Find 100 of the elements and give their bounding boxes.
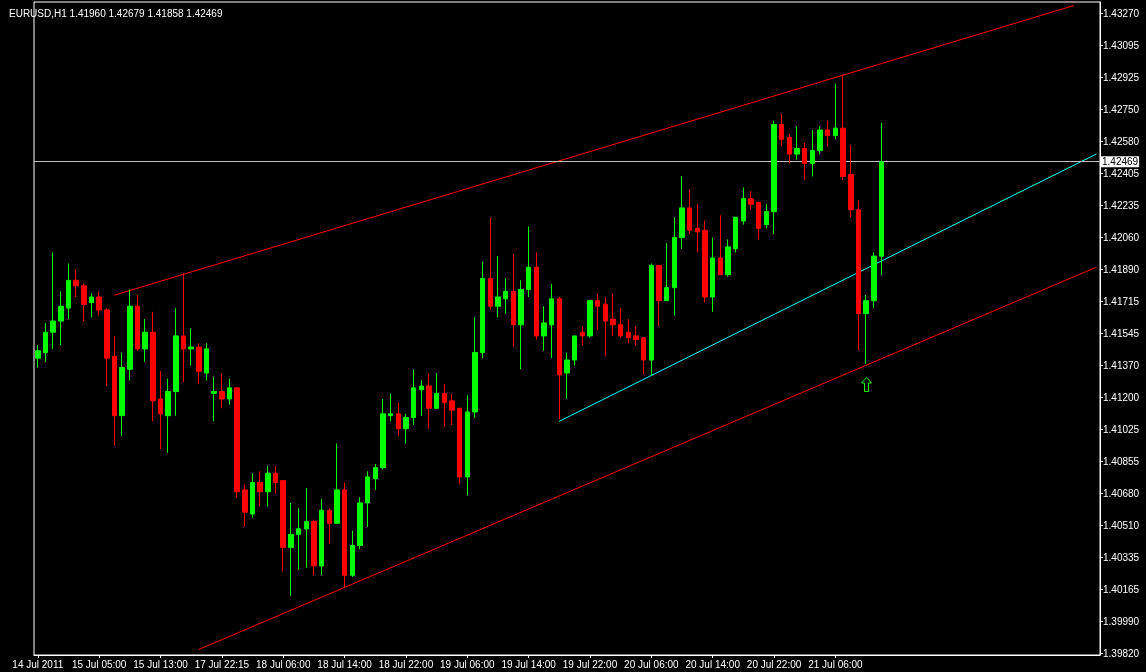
candlestick bbox=[280, 480, 286, 573]
candlestick bbox=[250, 472, 255, 519]
candlestick bbox=[833, 83, 838, 140]
candlestick bbox=[718, 214, 723, 276]
y-tick-label: 1.40680 bbox=[1103, 488, 1140, 500]
candlestick bbox=[150, 311, 156, 422]
y-tick-label: 1.42060 bbox=[1103, 232, 1140, 244]
candlestick bbox=[572, 335, 577, 367]
y-tick-label: 1.41025 bbox=[1103, 424, 1140, 436]
candlestick bbox=[73, 268, 79, 298]
candlestick bbox=[142, 318, 148, 363]
x-tick-label: 18 Jul 06:00 bbox=[255, 658, 311, 670]
candlestick bbox=[188, 328, 194, 367]
y-tick-label: 1.39820 bbox=[1103, 647, 1140, 659]
candlestick bbox=[741, 187, 746, 226]
candlestick bbox=[488, 216, 493, 311]
x-tick-label: 15 Jul 05:00 bbox=[71, 658, 127, 670]
candlestick bbox=[871, 251, 877, 309]
x-tick-label: 20 Jul 06:00 bbox=[624, 658, 680, 670]
candlestick bbox=[227, 378, 232, 406]
candlestick bbox=[411, 368, 416, 426]
y-tick-label: 1.39990 bbox=[1103, 616, 1140, 628]
candlestick bbox=[879, 122, 884, 276]
candlestick bbox=[641, 337, 646, 376]
candlestick bbox=[848, 144, 854, 218]
candlestick bbox=[610, 292, 616, 337]
candlestick bbox=[495, 255, 501, 318]
candlestick bbox=[204, 342, 209, 381]
candlestick bbox=[112, 335, 117, 446]
y-tick-label: 1.43270 bbox=[1103, 7, 1140, 19]
candlestick bbox=[457, 407, 462, 485]
candlestick bbox=[304, 487, 309, 569]
candlestick bbox=[219, 372, 225, 409]
candlestick bbox=[733, 216, 738, 253]
x-tick-label: 14 Jul 2011 bbox=[12, 658, 64, 670]
y-tick-label: 1.41200 bbox=[1103, 391, 1140, 403]
candlestick bbox=[35, 344, 41, 368]
candlestick bbox=[802, 142, 807, 181]
candlestick bbox=[633, 326, 639, 346]
candlestick bbox=[50, 251, 56, 350]
candlestick bbox=[618, 307, 623, 339]
candlestick bbox=[380, 398, 386, 470]
y-tick-label: 1.40510 bbox=[1103, 519, 1140, 531]
candlestick bbox=[672, 216, 677, 317]
candlestick bbox=[695, 203, 700, 253]
candlestick bbox=[319, 498, 324, 576]
candlestick bbox=[503, 277, 508, 315]
candlestick bbox=[511, 253, 516, 348]
candlestick bbox=[265, 465, 271, 508]
candlestick bbox=[787, 133, 792, 164]
candlestick bbox=[388, 392, 393, 422]
y-tick-label: 1.40335 bbox=[1103, 552, 1140, 564]
x-tick-label: 18 Jul 22:00 bbox=[378, 658, 434, 670]
candlestick bbox=[702, 220, 708, 304]
candlestick bbox=[825, 120, 830, 148]
text: EURUSD,H1 1.41960 1.42679 1.41858 1.42469 bbox=[9, 7, 223, 19]
candlestick bbox=[119, 352, 125, 437]
x-tick-label: 15 Jul 13:00 bbox=[133, 658, 189, 670]
candlestick bbox=[89, 292, 94, 318]
y-tick-label: 1.42580 bbox=[1103, 135, 1140, 147]
y-tick-label: 1.41370 bbox=[1103, 360, 1140, 372]
candlestick bbox=[794, 125, 800, 161]
candlestick bbox=[434, 372, 439, 409]
candlestick bbox=[288, 502, 294, 597]
candlestick bbox=[211, 376, 217, 422]
candlestick bbox=[756, 201, 761, 240]
candlestick bbox=[43, 322, 48, 363]
candlestick bbox=[81, 283, 87, 322]
y-tick-label: 1.41545 bbox=[1103, 327, 1140, 339]
candlestick bbox=[817, 125, 823, 155]
y-tick-label: 1.42925 bbox=[1103, 71, 1140, 83]
candlestick bbox=[165, 378, 171, 454]
candlestick bbox=[449, 392, 455, 426]
candlestick bbox=[810, 129, 815, 177]
candlestick bbox=[664, 242, 669, 302]
candlestick bbox=[396, 402, 401, 437]
candlestick bbox=[350, 530, 355, 578]
candlestick bbox=[480, 261, 485, 359]
candlestick bbox=[587, 300, 593, 339]
candlestick bbox=[518, 279, 524, 370]
candlestick bbox=[549, 283, 554, 359]
y-tick-label: 1.41715 bbox=[1103, 296, 1140, 308]
candlestick bbox=[771, 120, 777, 235]
candlestick bbox=[419, 379, 424, 417]
candlestick bbox=[442, 383, 447, 428]
candlestick bbox=[296, 507, 301, 571]
candlestick bbox=[234, 387, 240, 498]
candlestick bbox=[534, 251, 539, 341]
candlestick bbox=[687, 188, 692, 235]
candlestick bbox=[342, 481, 347, 589]
candlestick bbox=[764, 203, 769, 229]
x-tick-label: 20 Jul 14:00 bbox=[685, 658, 741, 670]
candlestick bbox=[334, 443, 340, 524]
candlestick bbox=[595, 292, 600, 331]
y-tick-label: 1.40165 bbox=[1103, 583, 1140, 595]
candlestick bbox=[173, 307, 179, 417]
candlestick bbox=[840, 73, 846, 181]
candlestick bbox=[710, 237, 715, 313]
candlestick bbox=[603, 296, 608, 357]
candlestick bbox=[564, 352, 570, 400]
